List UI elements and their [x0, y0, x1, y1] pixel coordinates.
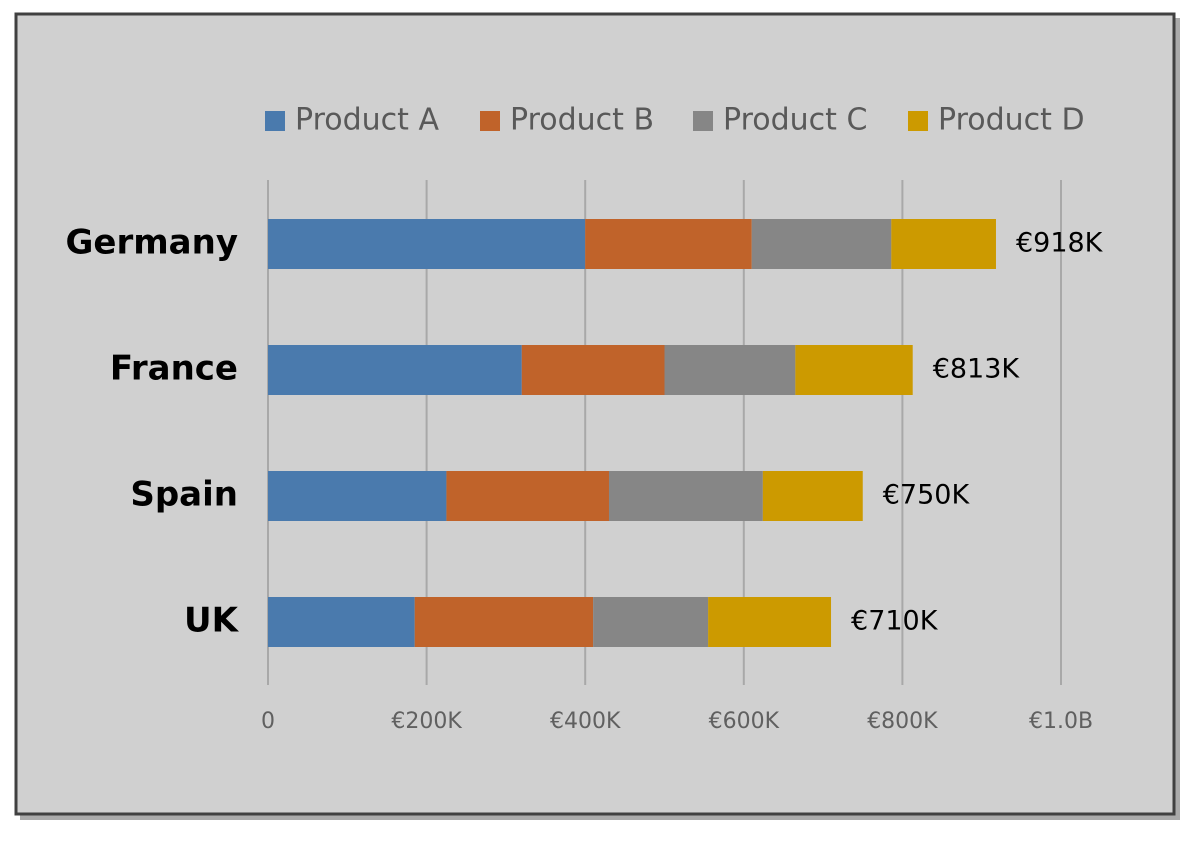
legend-label: Product B [510, 103, 654, 138]
bar-segment [608, 471, 763, 521]
bar-segment [268, 471, 447, 521]
legend-swatch [908, 111, 928, 131]
legend-label: Product C [723, 103, 867, 138]
x-tick-label: €200K [391, 709, 462, 734]
total-label: €710K [851, 606, 939, 637]
bar-segment [268, 345, 522, 395]
frame [14, 12, 1176, 816]
bar-segment [446, 471, 609, 521]
bar-segment [585, 219, 752, 269]
total-label: €750K [883, 480, 971, 511]
bar-segment [268, 219, 586, 269]
bar-segment [708, 597, 832, 647]
y-tick-label: UK [184, 601, 240, 641]
bar-segment [521, 345, 665, 395]
x-tick-label: €1.0B [1029, 709, 1093, 734]
bar-segment [795, 345, 913, 395]
bar-segment [891, 219, 996, 269]
total-label: €813K [933, 354, 1021, 385]
legend-swatch [480, 111, 500, 131]
bar-segment [762, 471, 863, 521]
bar-segment [664, 345, 796, 395]
x-tick-label: 0 [261, 709, 275, 734]
legend-swatch [693, 111, 713, 131]
legend-label: Product D [938, 103, 1085, 138]
bar-segment [751, 219, 892, 269]
total-label: €918K [1016, 228, 1104, 259]
y-tick-label: Spain [130, 475, 238, 515]
x-tick-label: €400K [550, 709, 621, 734]
bar-segment [268, 597, 415, 647]
legend-swatch [265, 111, 285, 131]
x-tick-label: €600K [709, 709, 780, 734]
y-tick-label: France [110, 349, 238, 389]
bar-segment [593, 597, 709, 647]
legend-label: Product A [295, 103, 439, 138]
x-tick-label: €800K [867, 709, 938, 734]
bar-segment [414, 597, 594, 647]
y-tick-label: Germany [66, 223, 238, 263]
